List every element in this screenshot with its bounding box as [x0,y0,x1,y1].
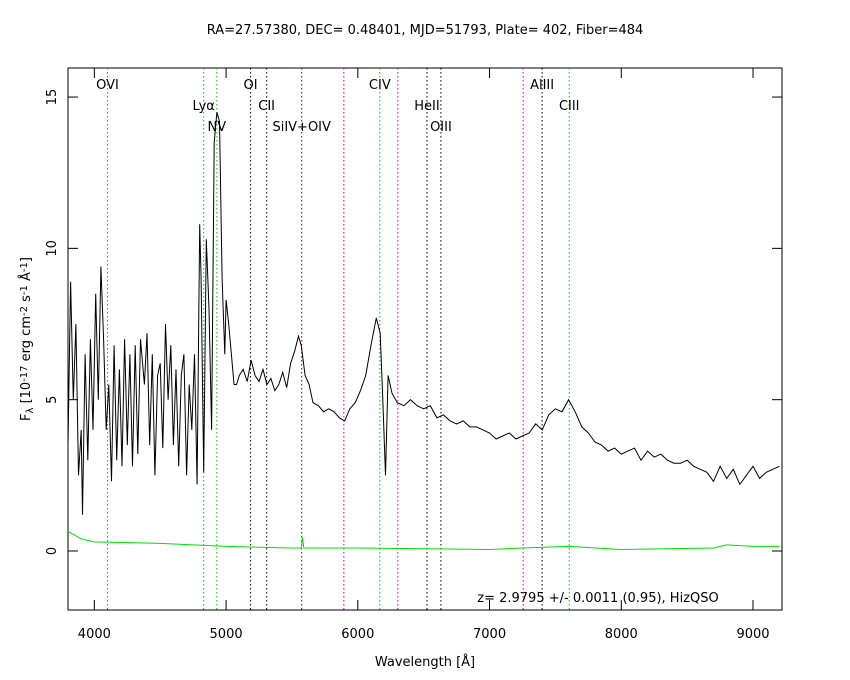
x-tick-label: 7000 [473,627,506,642]
annotation: z= 2.9795 +/- 0.0011 (0.95), HizQSO [477,591,718,606]
y-tick-label: 0 [45,547,60,555]
y-axis-label-part: ] [19,257,34,262]
x-tick-label: 9000 [736,627,769,642]
y-axis-label-part: -1 [19,285,30,295]
y-axis-label-part: [10 [19,382,34,408]
x-tick-label: 8000 [605,627,638,642]
x-tick-label: 6000 [341,627,374,642]
emission-line-label: CII [258,99,275,114]
y-tick-label: 5 [45,396,60,404]
y-axis-label-part: F [19,413,34,420]
emission-line-label: HeII [414,99,439,114]
chart-title: RA=27.57380, DEC= 0.48401, MJD=51793, Pl… [207,23,644,38]
emission-line-label: AlIII [530,78,554,93]
y-axis-label-part: -2 [19,306,30,316]
y-axis-label-part: -17 [19,365,30,381]
emission-line-label: OI [244,78,258,93]
y-tick-label: 10 [45,240,60,257]
emission-line-label: NV [208,120,227,135]
y-axis-label-part: erg cm [19,316,34,365]
y-axis-label-part: -1 [19,262,30,272]
spectrum-line [68,112,780,515]
y-axis-label-part: Å [18,272,34,285]
emission-line-label: CIV [369,78,391,93]
y-axis-label-part: s [19,295,34,306]
y-tick-label: 15 [45,89,60,106]
emission-line-label: SiIV+OIV [272,120,331,135]
y-axis-label: Fλ [10-17 erg cm-2 s-1 Å-1] [18,257,36,421]
x-axis-label: Wavelength [Å] [375,654,475,670]
x-tick-label: 4000 [78,627,111,642]
y-axis-label-part: λ [25,407,36,413]
emission-line-label: OVI [96,78,119,93]
emission-line-label: CIII [559,99,580,114]
emission-line-label: OIII [430,120,452,135]
x-tick-label: 5000 [210,627,243,642]
emission-line-label: Lyα [193,99,215,114]
spectrum-line [68,530,780,551]
plot-frame [67,67,783,611]
